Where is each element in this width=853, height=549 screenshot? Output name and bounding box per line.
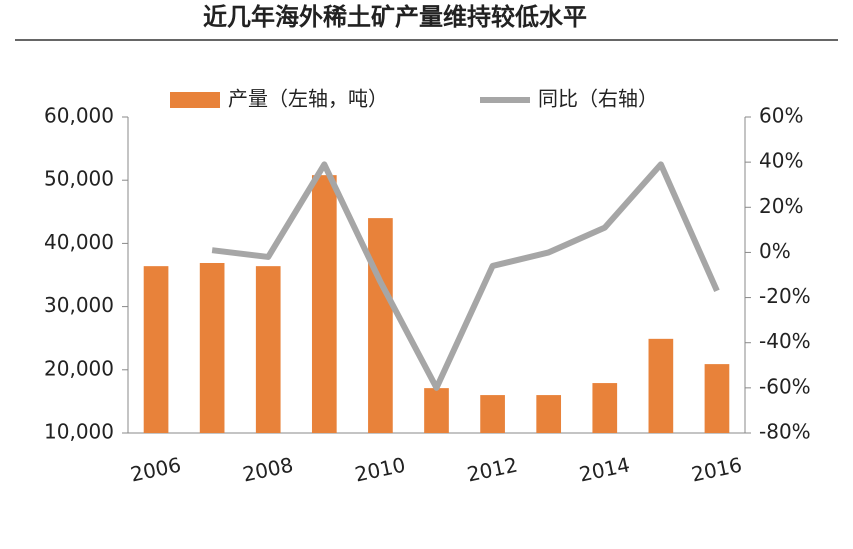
line [211, 161, 720, 391]
bar [311, 175, 337, 434]
y2-tick-label: -20% [759, 284, 811, 308]
y2-tick-label: 0% [759, 239, 791, 263]
bar [368, 218, 393, 433]
x-tick-label: 2010 [353, 453, 408, 487]
bar [255, 266, 281, 433]
legend-swatch [170, 92, 220, 108]
y2-tick-label: 40% [759, 149, 803, 173]
y2-tick-label: 20% [759, 194, 803, 218]
bar [592, 383, 618, 433]
legend-label: 同比（右轴） [538, 87, 658, 111]
bar [648, 338, 674, 433]
x-tick-label: 2008 [241, 453, 296, 487]
bar [536, 395, 562, 433]
x-tick-label: 2006 [128, 453, 183, 487]
y2-tick-label: -80% [759, 420, 811, 444]
y-tick-label: 20,000 [44, 356, 114, 380]
chart-title: 近几年海外稀土矿产量维持较低水平 [203, 3, 587, 31]
x-tick-label: 2012 [465, 453, 520, 487]
bar [480, 395, 505, 433]
y-tick-label: 60,000 [44, 104, 114, 128]
y2-tick-label: -60% [759, 374, 811, 398]
y-tick-label: 10,000 [44, 420, 114, 444]
y-tick-label: 40,000 [44, 230, 114, 254]
bar [143, 266, 169, 433]
y-tick-label: 50,000 [44, 167, 114, 191]
x-tick-label: 2014 [577, 453, 632, 487]
bar [704, 364, 730, 433]
y2-tick-label: -40% [759, 329, 811, 353]
y-tick-label: 30,000 [44, 293, 114, 317]
x-tick-label: 2016 [689, 453, 744, 487]
legend-label: 产量（左轴，吨） [228, 87, 388, 111]
bar [424, 388, 449, 433]
bar [199, 262, 225, 433]
y2-tick-label: 60% [759, 104, 803, 128]
